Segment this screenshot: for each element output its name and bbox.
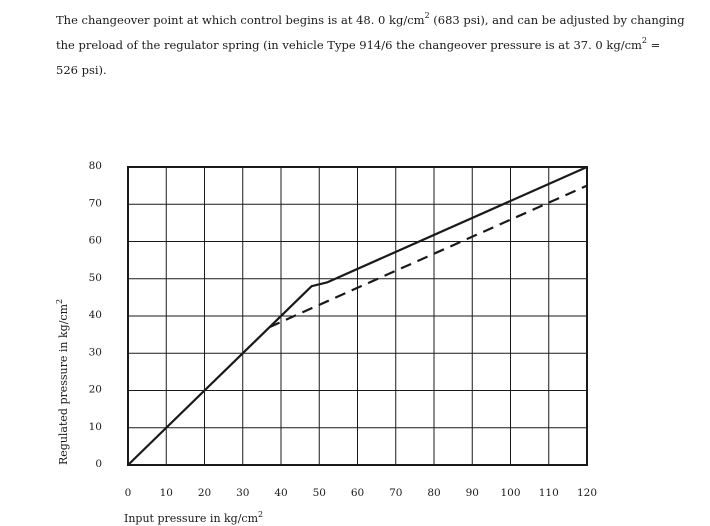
x-tick-label-1: 10 bbox=[160, 487, 173, 499]
y-tick-label-0: 0 bbox=[95, 458, 102, 470]
x-axis-label: Input pressure in kg/cm2 bbox=[124, 510, 263, 525]
x-tick-label-9: 90 bbox=[466, 487, 479, 499]
x-tick-label-4: 40 bbox=[274, 487, 287, 499]
description-paragraph: The changeover point at which control be… bbox=[56, 8, 696, 83]
series-line-dashed bbox=[269, 184, 588, 329]
x-tick-label-0: 0 bbox=[125, 487, 132, 499]
y-tick-label-1: 10 bbox=[89, 421, 102, 433]
y-axis-label: Regulated pressure in kg/cm2 bbox=[55, 299, 70, 465]
x-tick-label-2: 20 bbox=[198, 487, 211, 499]
y-tick-label-5: 50 bbox=[89, 272, 102, 284]
x-tick-label-5: 50 bbox=[313, 487, 326, 499]
y-tick-label-7: 70 bbox=[89, 197, 102, 209]
y-tick-label-6: 60 bbox=[89, 235, 102, 247]
y-tick-label-3: 30 bbox=[89, 346, 102, 358]
chart-grid bbox=[127, 166, 588, 466]
x-tick-label-10: 100 bbox=[500, 487, 520, 499]
y-tick-labels: 0 10 20 30 40 50 60 70 80 bbox=[89, 160, 102, 470]
plot-frame bbox=[127, 166, 588, 466]
y-tick-label-2: 20 bbox=[89, 384, 102, 396]
x-tick-label-8: 80 bbox=[427, 487, 440, 499]
series-line-solid bbox=[127, 165, 588, 466]
x-tick-label-12: 120 bbox=[577, 487, 597, 499]
y-tick-label-8: 80 bbox=[89, 160, 102, 172]
x-tick-label-3: 30 bbox=[236, 487, 249, 499]
paragraph-line-3: 526 psi). bbox=[56, 63, 107, 77]
chart-series bbox=[127, 165, 588, 466]
x-tick-label-7: 70 bbox=[389, 487, 402, 499]
paragraph-line-2: the preload of the regulator spring (in … bbox=[56, 36, 661, 52]
paragraph-line-1: The changeover point at which control be… bbox=[56, 11, 685, 27]
x-tick-label-6: 60 bbox=[351, 487, 364, 499]
y-tick-label-4: 40 bbox=[89, 309, 102, 321]
x-tick-label-11: 110 bbox=[539, 487, 559, 499]
x-tick-labels: 0 10 20 30 40 50 60 70 80 90 100 110 120 bbox=[125, 487, 597, 499]
